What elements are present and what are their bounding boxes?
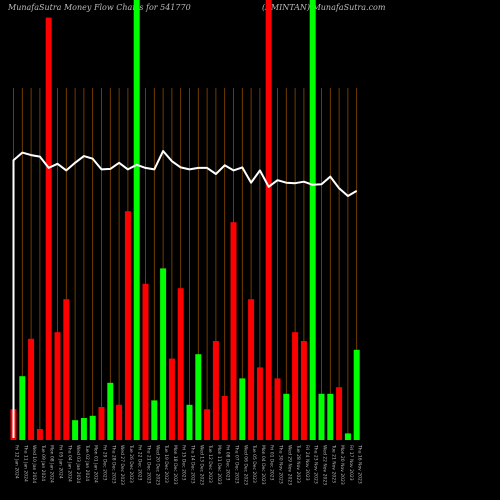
bar-down bbox=[221, 396, 228, 440]
x-tick-label: Mon 20 Nov 2023 bbox=[339, 445, 345, 485]
x-tick-label: Wed 06 Dec 2023 bbox=[242, 445, 248, 485]
x-tick-label: Thu 30 Nov 2023 bbox=[278, 444, 284, 484]
x-tick-label: Tue 02 Jan 2024 bbox=[84, 444, 90, 481]
bar-up bbox=[344, 433, 351, 440]
bar-down bbox=[204, 409, 211, 440]
bar-down bbox=[292, 332, 299, 440]
x-tick-label: Fri 08 Dec 2023 bbox=[225, 445, 231, 481]
x-tick-label: Wed 27 Dec 2023 bbox=[119, 445, 125, 485]
x-tick-label: Thu 23 Nov 2023 bbox=[313, 444, 319, 484]
x-tick-label: Fri 05 Jan 2024 bbox=[58, 445, 64, 479]
x-tick-label: Mon 01 Jan 2024 bbox=[93, 445, 99, 483]
x-tick-label: Tue 09 Jan 2024 bbox=[40, 444, 46, 481]
bar-up bbox=[309, 0, 316, 440]
x-tick-label: Mon 11 Dec 2023 bbox=[216, 445, 222, 485]
bar-down bbox=[63, 299, 70, 440]
bar-down bbox=[28, 338, 35, 440]
x-tick-label: Thu 16 Nov 2023 bbox=[357, 444, 363, 484]
x-tick-label: Tue 28 Nov 2023 bbox=[295, 444, 301, 483]
x-tick-label: Wed 20 Dec 2023 bbox=[154, 445, 160, 485]
bar-up bbox=[107, 382, 114, 440]
bar-down bbox=[54, 332, 61, 440]
chart-subtitle: (AMINTAN) MunafaSutra.com bbox=[262, 3, 386, 12]
bar-down bbox=[168, 358, 175, 440]
x-tick-label: Wed 03 Jan 2024 bbox=[75, 445, 81, 483]
bar-up bbox=[133, 0, 140, 440]
x-tick-label: Tue 19 Dec 2023 bbox=[163, 444, 169, 483]
bar-down bbox=[256, 367, 263, 440]
x-tick-label: Mon 04 Dec 2023 bbox=[260, 445, 266, 485]
bar-down bbox=[230, 222, 237, 440]
bar-down bbox=[300, 341, 307, 440]
bar-up bbox=[80, 418, 87, 440]
bar-up bbox=[353, 349, 360, 440]
x-tick-label: Mon 08 Jan 2024 bbox=[49, 445, 55, 483]
x-tick-label: Mon 18 Dec 2023 bbox=[172, 445, 178, 485]
x-tick-label: Thu 14 Dec 2023 bbox=[190, 444, 196, 484]
bar-up bbox=[195, 354, 202, 440]
x-axis-labels: Fri 12 Jan 2024 Thu 11 Jan 2024 Wed 10 Jan… bbox=[14, 444, 363, 485]
bar-down bbox=[98, 407, 105, 440]
money-flow-line bbox=[12, 150, 358, 438]
x-tick-label: Tue 21 Nov 2023 bbox=[330, 444, 336, 483]
bar-up bbox=[283, 393, 290, 440]
bar-down bbox=[124, 211, 131, 440]
x-tick-label: Tue 05 Dec 2023 bbox=[251, 444, 257, 483]
x-tick-label: Fri 15 Dec 2023 bbox=[181, 445, 187, 481]
bar-down bbox=[274, 378, 281, 440]
price-line-layer bbox=[12, 150, 358, 438]
x-tick-label: Wed 29 Nov 2023 bbox=[286, 445, 292, 485]
bar-up bbox=[318, 393, 325, 440]
x-tick-label: Fri 12 Jan 2024 bbox=[14, 445, 20, 479]
bar-down bbox=[212, 341, 219, 440]
x-tick-label: Thu 28 Dec 2023 bbox=[110, 444, 116, 484]
bar-down bbox=[142, 283, 149, 440]
x-tick-label: Wed 22 Nov 2023 bbox=[322, 445, 328, 485]
x-tick-label: Wed 13 Dec 2023 bbox=[198, 445, 204, 485]
bar-up bbox=[186, 404, 193, 440]
x-tick-label: Thu 11 Jan 2024 bbox=[22, 444, 28, 482]
bar-up bbox=[327, 393, 334, 440]
bar-up bbox=[151, 400, 158, 440]
x-tick-label: Thu 07 Dec 2023 bbox=[234, 444, 240, 484]
bar-up bbox=[160, 268, 167, 440]
x-tick-label: Tue 12 Dec 2023 bbox=[207, 444, 213, 483]
bar-up bbox=[239, 378, 246, 440]
x-tick-label: Fri 17 Nov 2023 bbox=[348, 445, 354, 481]
bar-down bbox=[336, 387, 343, 440]
x-tick-label: Fri 24 Nov 2023 bbox=[304, 445, 310, 481]
bar-up bbox=[72, 420, 79, 440]
x-tick-label: Wed 10 Jan 2024 bbox=[31, 445, 37, 483]
x-tick-label: Thu 21 Dec 2023 bbox=[146, 444, 152, 484]
x-tick-label: Thu 04 Jan 2024 bbox=[66, 444, 72, 482]
x-tick-label: Fri 29 Dec 2023 bbox=[102, 445, 108, 481]
bar-down bbox=[36, 429, 43, 440]
bar-up bbox=[19, 376, 26, 440]
x-tick-label: Fri 01 Dec 2023 bbox=[269, 445, 275, 481]
bar-down bbox=[45, 17, 52, 440]
bar-down bbox=[177, 288, 184, 440]
x-tick-label: Fri 22 Dec 2023 bbox=[137, 445, 143, 481]
bar-down bbox=[116, 404, 123, 440]
bar-down bbox=[265, 0, 272, 440]
bars bbox=[10, 0, 360, 440]
bar-down bbox=[248, 299, 255, 440]
x-tick-label: Tue 26 Dec 2023 bbox=[128, 444, 134, 483]
chart-title: MunafaSutra Money Flow Charts for 541770 bbox=[8, 3, 191, 12]
bar-up bbox=[89, 415, 96, 440]
